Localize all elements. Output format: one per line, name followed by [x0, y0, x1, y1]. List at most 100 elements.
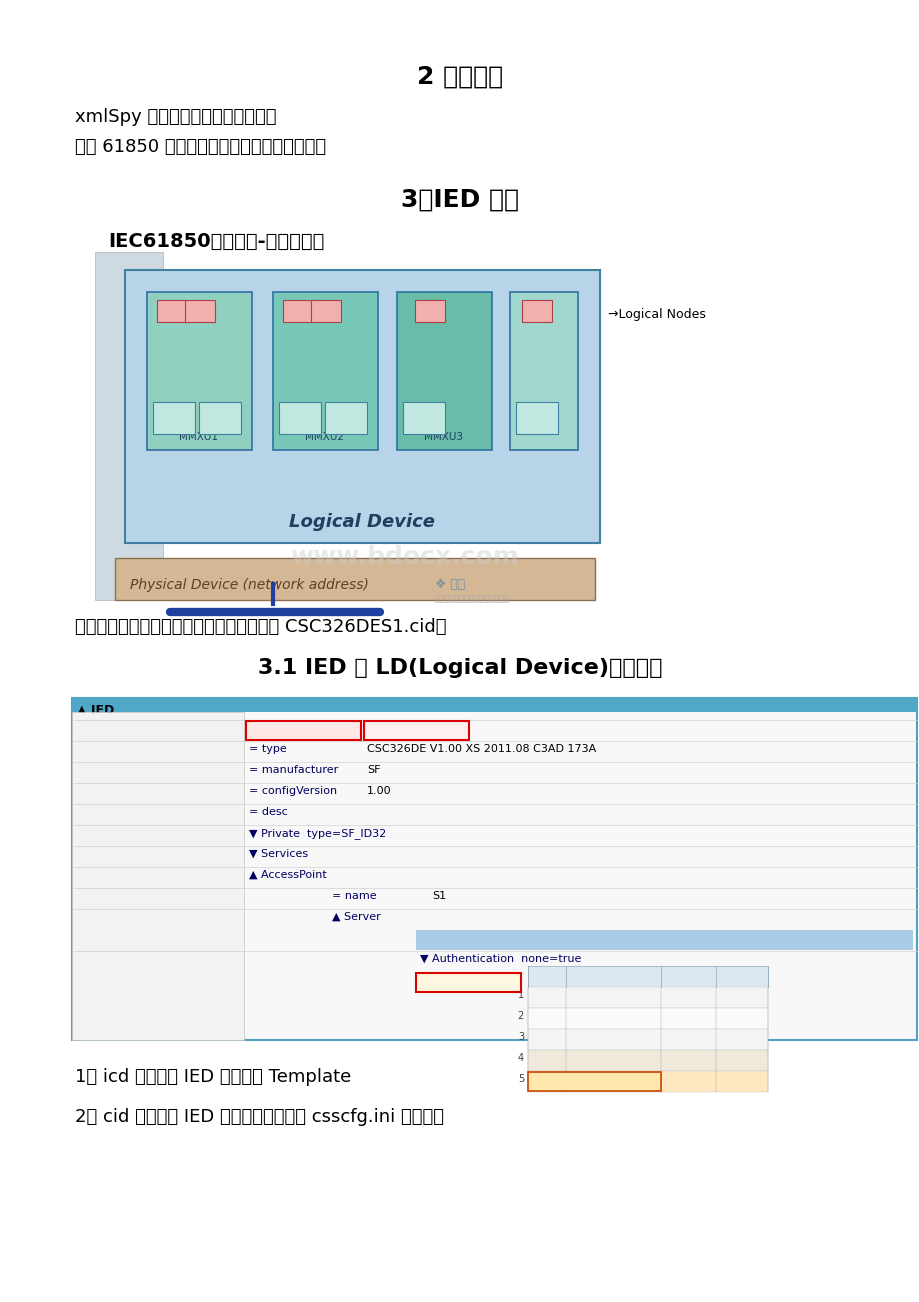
- Text: = desc: = desc: [249, 807, 288, 816]
- Bar: [528, 966, 767, 987]
- Text: = name: = name: [332, 891, 376, 901]
- Bar: [528, 1070, 767, 1091]
- Text: 控制: 控制: [568, 1074, 581, 1083]
- Text: = manufacturer: = manufacturer: [249, 766, 338, 775]
- Bar: [283, 299, 312, 322]
- Text: DO: DO: [416, 410, 431, 421]
- Text: 3、IED 配置: 3、IED 配置: [401, 187, 518, 212]
- Text: 装置: 装置: [568, 990, 581, 1000]
- Text: 北京四方继保自动化股份有限公司: 北京四方继保自动化股份有限公司: [435, 594, 509, 603]
- Text: () LNO: () LNO: [719, 969, 749, 979]
- Bar: [415, 973, 520, 992]
- Text: 3.1 IED 和 LD(Logical Device)相关信息: 3.1 IED 和 LD(Logical Device)相关信息: [257, 658, 662, 678]
- Bar: [528, 1008, 767, 1029]
- Bar: [199, 402, 241, 434]
- Text: DO: DO: [166, 410, 181, 421]
- Text: DA: DA: [289, 303, 305, 312]
- Bar: [509, 292, 577, 450]
- Text: = type: = type: [249, 743, 287, 754]
- Bar: [528, 1049, 767, 1070]
- Text: 1: 1: [517, 990, 524, 1000]
- Text: 注：本部分示例大部分取自培训资料包中的 CSC326DES1.cid。: 注：本部分示例大部分取自培训资料包中的 CSC326DES1.cid。: [75, 618, 446, 635]
- Bar: [147, 292, 252, 450]
- Text: 3: 3: [517, 1031, 524, 1042]
- Text: 1.00: 1.00: [367, 786, 391, 796]
- Text: MMXU1: MMXU1: [179, 432, 219, 441]
- Bar: [415, 930, 912, 950]
- Text: xmlSpy 可做一些语法方面的验证。: xmlSpy 可做一些语法方面的验证。: [75, 108, 277, 126]
- Text: CSC326DE: CSC326DE: [367, 723, 425, 733]
- Bar: [153, 402, 195, 434]
- Text: 2、 cid 文件中的 IED 名必须和子系统的 csscfg.ini 配置一致: 2、 cid 文件中的 IED 名必须和子系统的 csscfg.ini 配置一致: [75, 1108, 444, 1126]
- Text: PROT: PROT: [530, 1010, 558, 1021]
- Text: DO: DO: [292, 410, 307, 421]
- Text: DO: DO: [212, 410, 227, 421]
- Text: 2 模型验证: 2 模型验证: [416, 65, 503, 89]
- Text: DO: DO: [338, 410, 353, 421]
- Text: DA: DA: [528, 303, 544, 312]
- Text: DO: DO: [528, 410, 544, 421]
- Text: ▲ Server: ▲ Server: [332, 911, 380, 922]
- Text: 1、 icd 文件中的 IED 名一般为 Template: 1、 icd 文件中的 IED 名一般为 Template: [75, 1068, 351, 1086]
- Text: ▼ Authentication  none=true: ▼ Authentication none=true: [420, 954, 581, 963]
- Text: CSC326DE V1.00 XS 2011.08 C3AD 173A: CSC326DE V1.00 XS 2011.08 C3AD 173A: [367, 743, 596, 754]
- Bar: [95, 253, 163, 600]
- Text: = name: = name: [249, 723, 293, 733]
- Text: = inst: = inst: [530, 969, 560, 979]
- Text: = desc: = desc: [568, 969, 602, 979]
- Bar: [273, 292, 378, 450]
- Bar: [521, 299, 551, 322]
- Text: DA: DA: [318, 303, 334, 312]
- Bar: [364, 721, 469, 740]
- Text: IEC61850模型总体-模型的分析: IEC61850模型总体-模型的分析: [108, 232, 324, 251]
- Text: ▼ Private  (1): ▼ Private (1): [420, 934, 503, 943]
- Text: ▲ IED: ▲ IED: [77, 703, 114, 716]
- Text: 控制: 控制: [568, 1074, 581, 1083]
- Bar: [528, 987, 767, 1008]
- Text: ▼ LNO: ▼ LNO: [719, 1010, 751, 1021]
- Bar: [72, 698, 916, 712]
- Text: 保护: 保护: [568, 1010, 581, 1021]
- Text: 4: 4: [517, 1053, 524, 1062]
- Bar: [324, 402, 367, 434]
- Bar: [72, 698, 916, 1040]
- Bar: [72, 712, 244, 1040]
- Text: www.bdocx.com: www.bdocx.com: [289, 546, 518, 569]
- Text: ▼ LNO: ▼ LNO: [719, 1074, 751, 1083]
- Bar: [403, 402, 445, 434]
- Bar: [397, 292, 492, 450]
- Text: ▼ LNO: ▼ LNO: [719, 990, 751, 1000]
- Text: LDO: LDO: [530, 990, 552, 1000]
- Bar: [125, 270, 599, 543]
- Text: ▲ LDevice  (5): ▲ LDevice (5): [420, 975, 506, 986]
- Text: MEAS: MEAS: [530, 1031, 560, 1042]
- Text: ▼ LNO: ▼ LNO: [719, 1053, 751, 1062]
- Text: CTRL: CTRL: [530, 1074, 557, 1083]
- Text: DA: DA: [165, 303, 179, 312]
- Text: CTRL: CTRL: [530, 1074, 557, 1083]
- Text: ❖ 四方: ❖ 四方: [435, 578, 465, 591]
- Text: ▼ LNO: ▼ LNO: [719, 1031, 751, 1042]
- Text: BCD: BCD: [530, 1053, 552, 1062]
- Text: Logical Device: Logical Device: [289, 513, 435, 531]
- Bar: [115, 559, 595, 600]
- Text: DA: DA: [192, 303, 208, 312]
- Text: = configVersion: = configVersion: [249, 786, 336, 796]
- Text: →Logical Nodes: →Logical Nodes: [607, 309, 705, 322]
- Bar: [528, 1029, 767, 1049]
- Bar: [311, 299, 341, 322]
- Text: 5: 5: [517, 1074, 524, 1083]
- Text: 故障录波: 故障录波: [568, 1053, 594, 1062]
- Bar: [185, 299, 215, 322]
- Text: 四方 61850 客户端工具软件可作进一步验证。: 四方 61850 客户端工具软件可作进一步验证。: [75, 138, 325, 156]
- Bar: [414, 299, 445, 322]
- Text: SF: SF: [367, 766, 380, 775]
- Bar: [245, 721, 360, 740]
- Bar: [157, 299, 187, 322]
- Text: 2: 2: [517, 1010, 524, 1021]
- Text: S1: S1: [432, 891, 446, 901]
- Text: Physical Device (network address): Physical Device (network address): [130, 578, 369, 592]
- Text: ▲ AccessPoint: ▲ AccessPoint: [249, 870, 326, 880]
- Bar: [528, 1072, 660, 1091]
- Text: DA: DA: [422, 303, 437, 312]
